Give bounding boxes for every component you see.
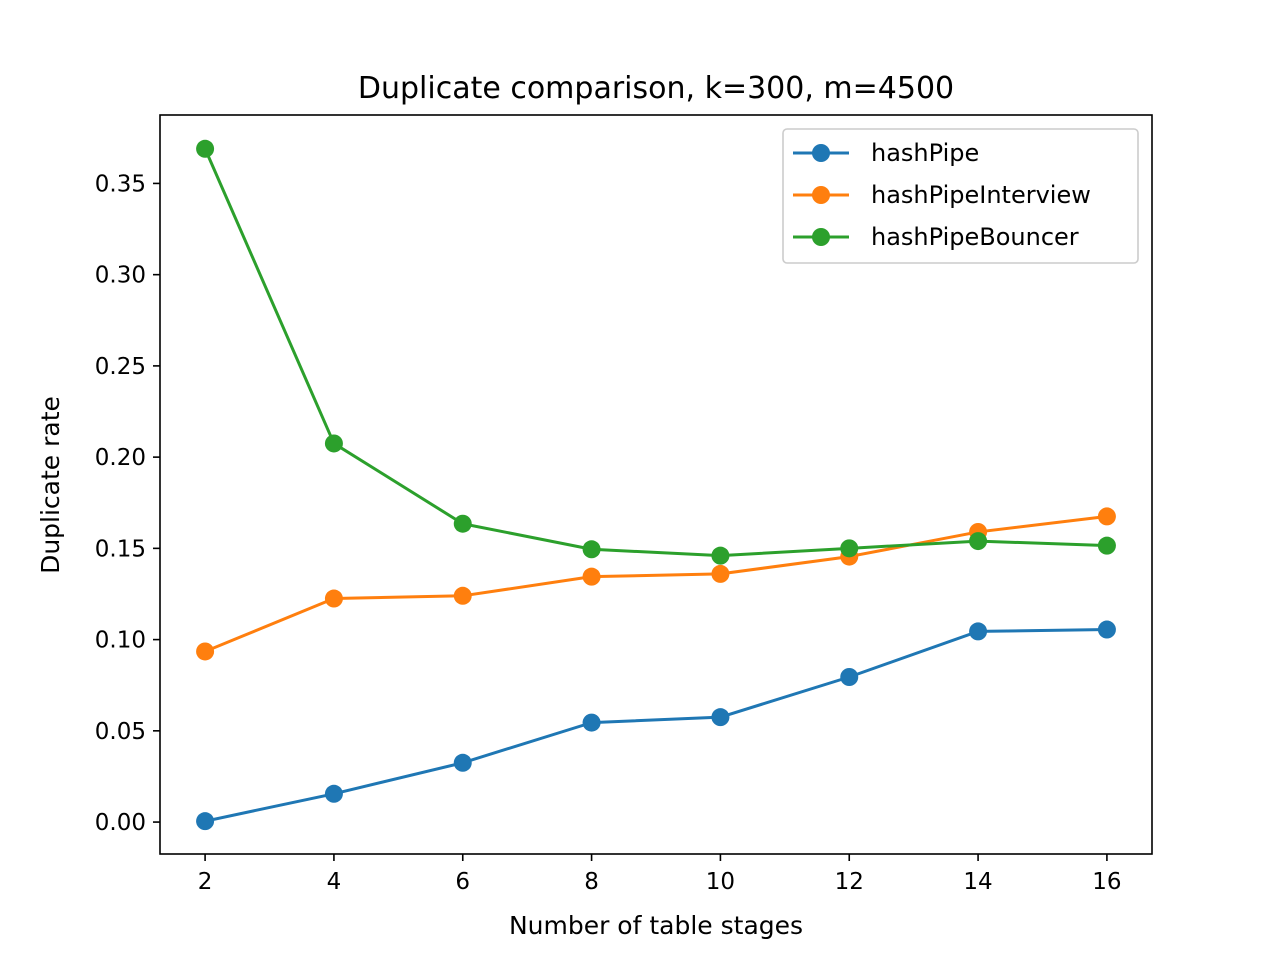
legend-marker-hashPipe: [812, 144, 830, 162]
data-point-hashPipe-5: [840, 668, 859, 686]
plot-frame: [159, 114, 1153, 855]
x-tick-label-2: 6: [455, 869, 470, 895]
y-tick-label-7: 0.35: [95, 171, 146, 197]
data-point-hashPipeBouncer-6: [969, 532, 988, 551]
legend: hashPipe hashPipeInterview hashPipeBouncer: [782, 128, 1139, 264]
y-tick-label-6: 0.30: [95, 263, 146, 289]
data-point-hashPipeBouncer-1: [324, 434, 343, 453]
data-point-hashPipeInterview-3: [582, 567, 601, 586]
y-tick-label-3: 0.15: [95, 536, 146, 562]
data-point-hashPipeBouncer-0: [196, 139, 215, 158]
data-point-hashPipe-0: [196, 812, 215, 831]
legend-label-hashPipeBouncer: hashPipeBouncer: [871, 223, 1079, 251]
legend-marker-hashPipeBouncer: [812, 228, 830, 246]
data-point-hashPipeBouncer-5: [840, 539, 859, 558]
data-point-hashPipeInterview-4: [711, 564, 730, 583]
data-point-hashPipeInterview-7: [1097, 507, 1116, 526]
legend-box: [782, 128, 1139, 264]
chart-title: Duplicate comparison, k=300, m=4500: [358, 71, 954, 106]
y-tick-label-0: 0.00: [95, 810, 146, 836]
x-tick-label-4: 10: [706, 869, 735, 895]
legend-label-hashPipe: hashPipe: [871, 139, 979, 167]
y-tick-label-2: 0.10: [95, 628, 146, 654]
data-point-hashPipeBouncer-4: [711, 546, 730, 565]
x-tick-label-1: 4: [327, 869, 342, 895]
series-line-hashPipeInterview: [203, 514, 1109, 654]
data-point-hashPipe-3: [582, 713, 601, 732]
legend-label-hashPipeInterview: hashPipeInterview: [871, 181, 1091, 209]
data-point-hashPipe-4: [711, 708, 730, 727]
x-tick-label-0: 2: [198, 869, 213, 895]
x-tick-label-5: 12: [835, 869, 864, 895]
data-point-hashPipe-1: [324, 784, 343, 803]
plot-layer: [196, 139, 1116, 831]
data-point-hashPipeBouncer-2: [453, 514, 472, 533]
x-tick-label-3: 8: [584, 869, 599, 895]
x-tick-label-6: 14: [963, 869, 992, 895]
data-point-hashPipeInterview-0: [196, 642, 215, 661]
data-point-hashPipe-7: [1097, 620, 1116, 639]
y-axis-label: Duplicate rate: [36, 396, 65, 574]
series-line-hashPipeBouncer: [203, 146, 1109, 558]
legend-marker-hashPipeInterview: [812, 186, 830, 204]
data-point-hashPipe-6: [969, 622, 988, 641]
data-point-hashPipeBouncer-7: [1097, 536, 1116, 555]
data-point-hashPipeInterview-2: [453, 586, 472, 605]
y-tick-label-5: 0.25: [95, 354, 146, 380]
series-line-hashPipe: [203, 628, 1109, 823]
y-tick-label-4: 0.20: [95, 445, 146, 471]
axes-layer: 2 4 6 8 10 12 14 16 0.00 0.05 0.10 0.15 0.20 0.25 0.30…: [95, 114, 1153, 895]
data-point-hashPipeBouncer-3: [582, 540, 601, 559]
data-point-hashPipeInterview-1: [324, 589, 343, 608]
x-axis-label: Number of table stages: [509, 911, 803, 940]
data-point-hashPipe-2: [453, 753, 472, 772]
y-tick-label-1: 0.05: [95, 719, 146, 745]
x-tick-label-7: 16: [1092, 869, 1121, 895]
